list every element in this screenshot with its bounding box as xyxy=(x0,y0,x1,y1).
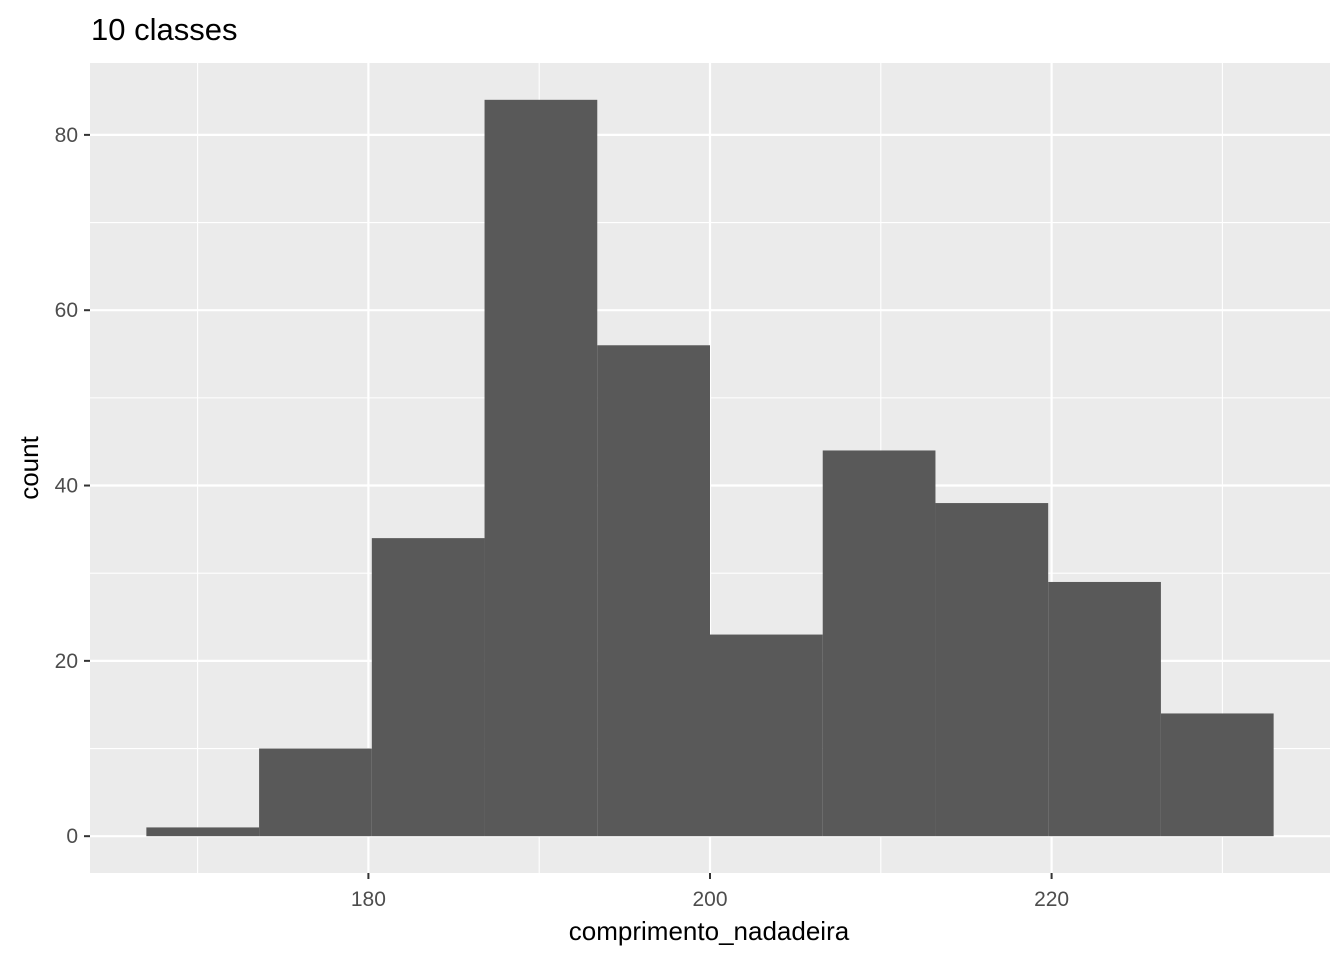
x-axis: 180 200 220 xyxy=(351,873,1069,911)
x-tick-label: 220 xyxy=(1034,888,1069,911)
y-tick-label: 40 xyxy=(55,475,78,498)
y-tick-label: 80 xyxy=(55,124,78,147)
histogram-bar xyxy=(259,748,372,837)
histogram-bar xyxy=(710,634,823,837)
histogram-bar xyxy=(146,827,260,837)
histogram-bar xyxy=(935,503,1049,837)
histogram-bar xyxy=(597,345,710,837)
x-tick-label: 180 xyxy=(351,888,386,911)
y-tick-label: 20 xyxy=(55,650,78,673)
y-axis-title: count xyxy=(14,435,44,499)
histogram-bars xyxy=(146,99,1274,837)
y-tick-label: 0 xyxy=(66,825,78,848)
histogram-bar xyxy=(1048,581,1161,837)
y-tick-label: 60 xyxy=(55,299,78,322)
histogram-bar xyxy=(484,99,598,837)
histogram-bar xyxy=(822,450,936,837)
chart-title: 10 classes xyxy=(91,12,237,47)
y-axis: 0 20 40 60 80 xyxy=(55,124,90,848)
histogram-bar xyxy=(371,538,485,837)
histogram-bar xyxy=(1160,713,1274,837)
x-axis-title: comprimento_nadadeira xyxy=(569,916,850,946)
x-tick-label: 200 xyxy=(692,888,727,911)
